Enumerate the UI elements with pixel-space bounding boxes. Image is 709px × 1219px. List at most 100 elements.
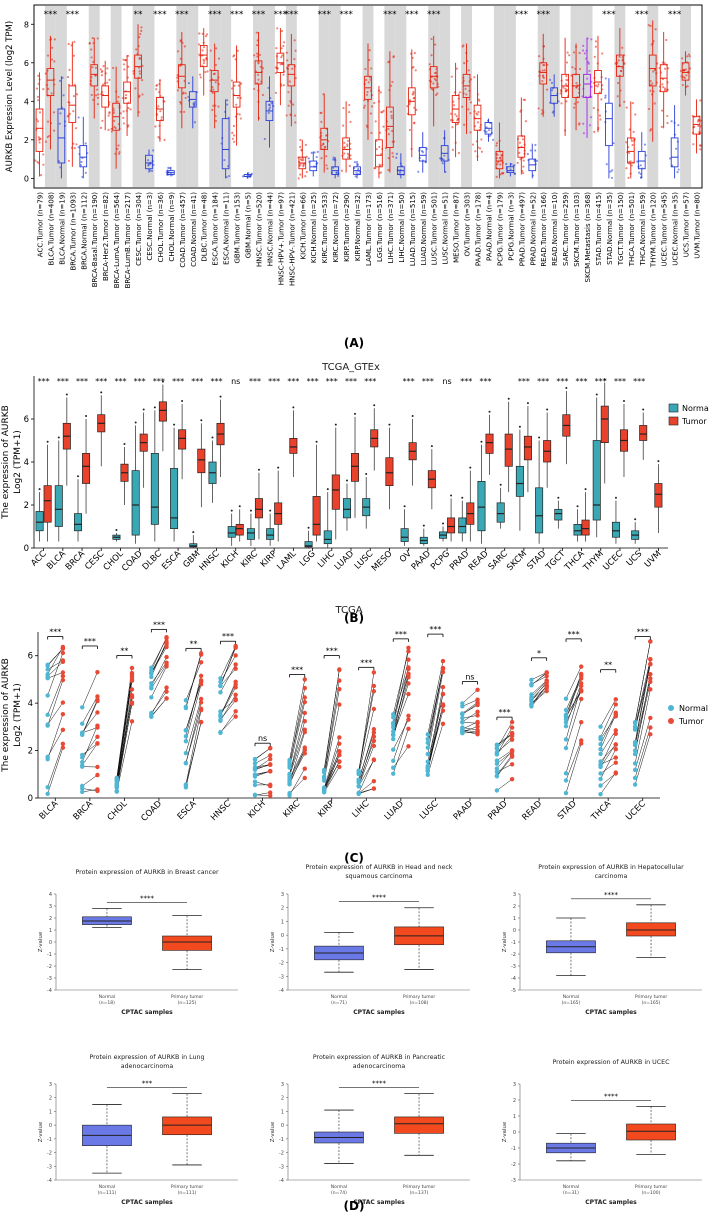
- panel-a-point: [414, 69, 417, 72]
- panel-a-point: [368, 49, 371, 52]
- panel-c-tumor-point: [406, 657, 411, 662]
- panel-c-tumor-point: [509, 737, 515, 742]
- panel-d-significance: ***: [142, 1080, 153, 1088]
- panel-a-point: [96, 37, 99, 40]
- panel-c-tumor-point: [129, 700, 135, 705]
- panel-c-pair-line: [531, 683, 547, 700]
- panel-c-significance: *: [537, 649, 541, 658]
- panel-b-tumor-outlier: [142, 408, 145, 411]
- panel-c-normal-point: [80, 759, 85, 765]
- panel-c-pair-line: [634, 659, 651, 727]
- panel-b-xtick-label: HNSC: [198, 549, 222, 573]
- panel-c-normal-point: [563, 714, 569, 720]
- panel-c-tumor-point: [509, 725, 515, 730]
- panel-c-normal-point: [563, 707, 569, 713]
- panel-c-pair-line: [220, 664, 236, 693]
- panel-a-point: [365, 93, 369, 96]
- panel-a-point: [380, 111, 383, 114]
- panel-a-point: [107, 114, 110, 117]
- panel-a-xtick-label: UCEC.Tumor (n=545): [661, 192, 669, 267]
- panel-d-ytick-label: -5: [511, 988, 516, 994]
- panel-b-tumor-outlier: [46, 440, 49, 443]
- panel-c-pair-line: [116, 695, 133, 787]
- panel-c-pair-line: [82, 774, 98, 787]
- panel-c-xtick-label: READ: [520, 799, 544, 823]
- panel-c-tumor-point: [268, 753, 273, 758]
- panel-c-normal-point: [632, 767, 638, 773]
- panel-c-legend-tumor-label: Tumor: [678, 717, 704, 726]
- panel-c-pair-line: [634, 678, 651, 746]
- panel-b-tumor-outlier: [469, 466, 472, 469]
- panel-d-plot-title: adenocarcinoma: [121, 1063, 174, 1070]
- panel-a-point: [255, 44, 259, 47]
- panel-a-point: [117, 144, 120, 147]
- panel-b-significance: ns: [231, 377, 240, 386]
- panel-c-pair-line: [289, 679, 306, 761]
- panel-b-normal-outlier: [115, 528, 118, 531]
- panel-c-tumor-point: [371, 670, 377, 675]
- panel-c-tumor-point: [475, 709, 480, 715]
- panel-c-pair-line: [496, 756, 513, 777]
- panel-a-xtick-label: BRCA.Normal (n=112): [80, 192, 88, 270]
- panel-a-point: [437, 85, 440, 88]
- panel-c-normal-point: [183, 704, 189, 710]
- panel-a-point: [257, 78, 260, 81]
- panel-b-significance: ***: [345, 377, 357, 386]
- panel-c-pair-line: [565, 666, 582, 699]
- panel-a-shade-band: [680, 5, 692, 188]
- panel-c-pair-line: [151, 662, 167, 684]
- panel-c-normal-point: [632, 782, 638, 787]
- panel-c-pair-line: [392, 668, 409, 718]
- panel-a-group-box: [616, 54, 624, 77]
- panel-c-title: TCGA: [334, 605, 362, 616]
- panel-d-ytick-label: 2: [281, 1096, 284, 1102]
- panel-a-point: [436, 92, 439, 95]
- panel-a-point: [335, 171, 338, 175]
- panel-b-tumor-box: [197, 448, 206, 474]
- panel-a-point: [294, 121, 297, 124]
- panel-a-point: [395, 152, 398, 155]
- panel-b-tumor-outlier: [657, 460, 660, 463]
- panel-a-point: [132, 69, 135, 73]
- panel-d-category-label: Primary tumor: [171, 994, 204, 1000]
- panel-a-point: [594, 84, 598, 87]
- panel-a-point: [681, 83, 684, 87]
- panel-a-point: [596, 85, 599, 88]
- panel-a-point: [513, 172, 516, 175]
- panel-a-point: [594, 45, 597, 48]
- panel-a-point: [497, 161, 500, 164]
- panel-a-point: [58, 79, 62, 82]
- panel-a-group-box: [101, 85, 110, 108]
- panel-c-tumor-point: [268, 762, 273, 767]
- panel-a-point: [230, 79, 234, 82]
- panel-c-normal-point: [183, 734, 189, 739]
- panel-c-significance: ***: [360, 658, 372, 667]
- panel-c-normal-point: [80, 755, 85, 760]
- panel-a-point: [588, 69, 591, 73]
- panel-b-label: (B): [344, 611, 364, 625]
- panel-c-normal-point: [391, 771, 396, 776]
- panel-c-normal-point: [632, 741, 638, 747]
- panel-c-normal-point: [252, 782, 258, 788]
- panel-a-point: [625, 167, 628, 170]
- panel-a-point: [628, 128, 631, 131]
- panel-c-pair-line: [392, 677, 409, 740]
- panel-a-group-box: [210, 70, 219, 93]
- panel-c-tumor-point: [648, 725, 653, 730]
- panel-a-label: (A): [344, 336, 364, 350]
- panel-d-ylabel: Z-value: [270, 1121, 276, 1142]
- panel-c-tumor-point: [406, 675, 411, 680]
- panel-d-ylabel: Z-value: [270, 931, 276, 952]
- panel-a-point: [387, 168, 390, 172]
- panel-a-significance: ***: [274, 10, 288, 20]
- panel-c-pair-line: [289, 753, 305, 783]
- panel-c-pair-line: [82, 725, 98, 763]
- panel-a-point: [198, 43, 201, 46]
- panel-c-tumor-point: [233, 682, 238, 687]
- panel-d-ytick-label: -2: [279, 961, 284, 967]
- panel-a-xtick-label: HNSC.Tumor (n=520): [255, 192, 263, 267]
- panel-c-tumor-point: [371, 689, 377, 694]
- panel-a-significance: ***: [175, 10, 189, 20]
- panel-a-point: [524, 120, 528, 123]
- panel-c-normal-point: [391, 765, 396, 770]
